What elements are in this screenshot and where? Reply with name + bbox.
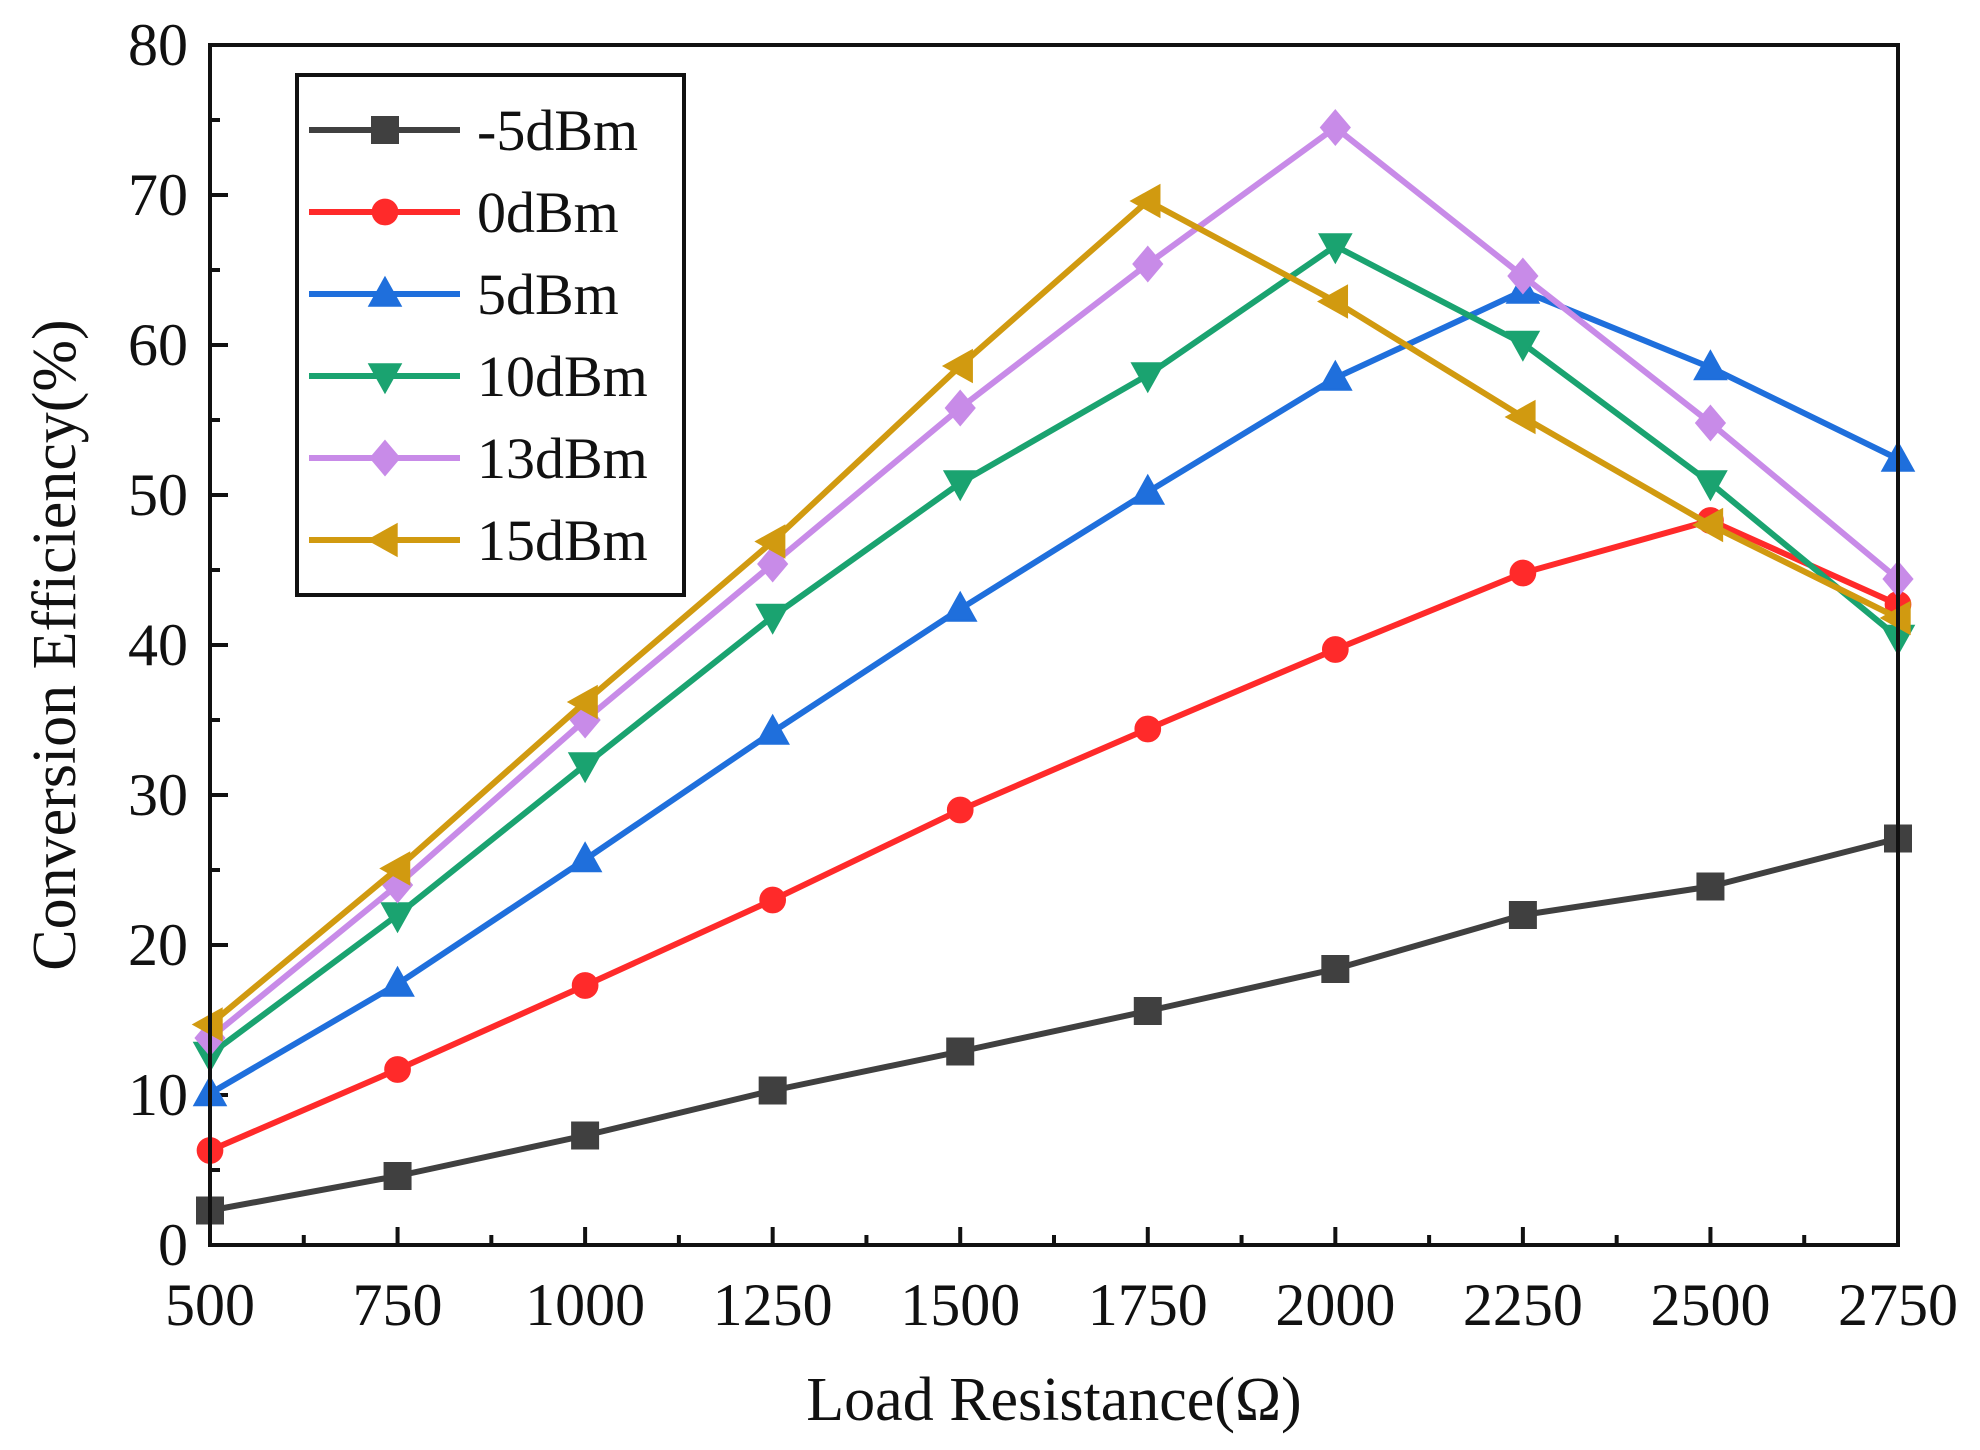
data-point-10dBm: [1318, 233, 1353, 265]
data-point-5dBm: [1318, 359, 1353, 391]
series-group: [191, 109, 1916, 1225]
series--5dBm: [196, 824, 1912, 1225]
legend-item: 0dBm: [309, 180, 619, 245]
data-point-15dBm: [191, 1007, 223, 1042]
data-point-10dBm: [380, 902, 415, 934]
legend-label: 0dBm: [477, 180, 619, 245]
data-point-15dBm: [1692, 507, 1724, 543]
series-line--5dBm: [209, 835, 1899, 1214]
data-point-15dBm: [1504, 399, 1536, 435]
data-point--5dBm: [1508, 901, 1537, 929]
data-point--5dBm: [1696, 872, 1725, 901]
series-line-0dBm: [208, 517, 1900, 1154]
data-point-5dBm: [1130, 473, 1166, 505]
data-point-10dBm: [755, 603, 790, 635]
legend-marker: [366, 522, 398, 558]
y-tick-label: 50: [128, 462, 188, 528]
series-line-15dBm: [208, 198, 1900, 1027]
data-point-5dBm: [1693, 349, 1728, 381]
data-point-13dBm: [1694, 404, 1727, 442]
data-point--5dBm: [1321, 955, 1350, 983]
series-10dBm: [192, 233, 1916, 1073]
data-point--5dBm: [1133, 997, 1162, 1025]
legend-item: 10dBm: [309, 344, 648, 409]
y-tick-label: 10: [128, 1062, 188, 1128]
data-point-13dBm: [1319, 109, 1351, 146]
data-point--5dBm: [946, 1037, 975, 1066]
y-tick-label: 20: [128, 912, 188, 978]
data-point-15dBm: [379, 851, 411, 886]
data-point-0dBm: [1321, 636, 1349, 663]
data-point-15dBm: [754, 524, 786, 559]
x-tick-label: 1500: [900, 1272, 1020, 1338]
legend-label: 13dBm: [477, 426, 648, 491]
legend-item: -5dBm: [309, 98, 638, 163]
legend: -5dBm 0dBm 5dBm 10dBm 13dBm 15dBm: [295, 73, 686, 597]
data-point-5dBm: [942, 590, 978, 622]
data-point-10dBm: [942, 470, 978, 502]
data-point-10dBm: [1505, 330, 1541, 362]
legend-label: -5dBm: [477, 98, 638, 163]
legend-label: 15dBm: [477, 508, 648, 573]
axis-ticks: 500 750 1000 1250 1500 1750 2000 2250 2500 2750 0 1…: [128, 12, 1958, 1338]
x-tick-label: 1250: [713, 1272, 833, 1338]
legend-label: 10dBm: [477, 344, 648, 409]
series-line-13dBm: [208, 124, 1900, 1041]
data-point-10dBm: [1130, 362, 1166, 394]
x-tick-label: 750: [353, 1272, 443, 1338]
data-point-5dBm: [380, 965, 415, 997]
x-axis-title: Load Resistance(Ω): [806, 1366, 1301, 1434]
data-point--5dBm: [571, 1121, 600, 1150]
legend-item: 13dBm: [309, 426, 648, 491]
x-tick-label: 2000: [1275, 1272, 1395, 1338]
data-point-0dBm: [384, 1056, 411, 1083]
y-tick-label: 30: [128, 762, 188, 828]
x-tick-label: 1000: [525, 1272, 645, 1338]
data-point-13dBm: [1507, 257, 1539, 295]
data-point-13dBm: [944, 389, 976, 427]
data-point-15dBm: [1317, 284, 1349, 319]
data-point-0dBm: [571, 972, 599, 999]
x-tick-label: 2750: [1838, 1272, 1958, 1338]
y-tick-label: 70: [128, 162, 188, 228]
y-tick-label: 0: [158, 1212, 188, 1278]
y-tick-label: 60: [128, 312, 188, 378]
data-point--5dBm: [383, 1162, 412, 1190]
data-point-15dBm: [941, 348, 973, 384]
data-point-15dBm: [1879, 600, 1911, 636]
x-tick-label: 2500: [1650, 1272, 1770, 1338]
data-point-10dBm: [1693, 470, 1728, 502]
legend-box: [295, 73, 686, 597]
data-point-10dBm: [567, 752, 603, 784]
series-line-10dBm: [208, 243, 1900, 1057]
legend-marker: [371, 198, 399, 226]
y-tick-label: 40: [128, 612, 188, 678]
data-point-0dBm: [759, 886, 787, 914]
legend-marker: [369, 439, 401, 477]
data-point-5dBm: [567, 841, 603, 873]
legend-marker: [367, 275, 403, 307]
data-point-0dBm: [946, 796, 974, 824]
y-axis-title: Conversion Efficiency(%): [21, 319, 89, 970]
legend-label: 5dBm: [477, 262, 619, 327]
legend-item: 15dBm: [309, 508, 648, 573]
data-point-13dBm: [1132, 245, 1164, 283]
x-tick-label: 500: [165, 1272, 255, 1338]
data-point-0dBm: [1134, 715, 1162, 743]
data-point-15dBm: [1129, 183, 1161, 219]
series-15dBm: [191, 183, 1911, 1042]
legend-item: 5dBm: [309, 262, 619, 327]
data-point-0dBm: [1509, 559, 1537, 587]
legend-marker: [371, 116, 399, 144]
data-point-15dBm: [566, 684, 598, 720]
legend-marker: [367, 363, 403, 395]
x-tick-label: 1750: [1088, 1272, 1208, 1338]
series-line-5dBm: [208, 288, 1900, 1097]
x-tick-label: 2250: [1463, 1272, 1583, 1338]
plot-frame: [208, 43, 1900, 1247]
y-tick-label: 80: [128, 12, 188, 78]
data-point--5dBm: [758, 1076, 787, 1105]
data-point-5dBm: [755, 713, 790, 745]
